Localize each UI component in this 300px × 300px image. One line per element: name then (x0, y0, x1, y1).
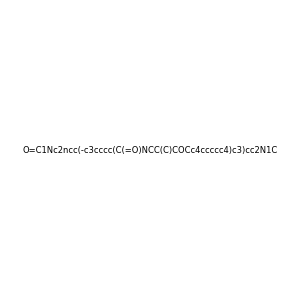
Text: O=C1Nc2ncc(-c3cccc(C(=O)NCC(C)COCc4ccccc4)c3)cc2N1C: O=C1Nc2ncc(-c3cccc(C(=O)NCC(C)COCc4ccccc… (22, 146, 278, 154)
